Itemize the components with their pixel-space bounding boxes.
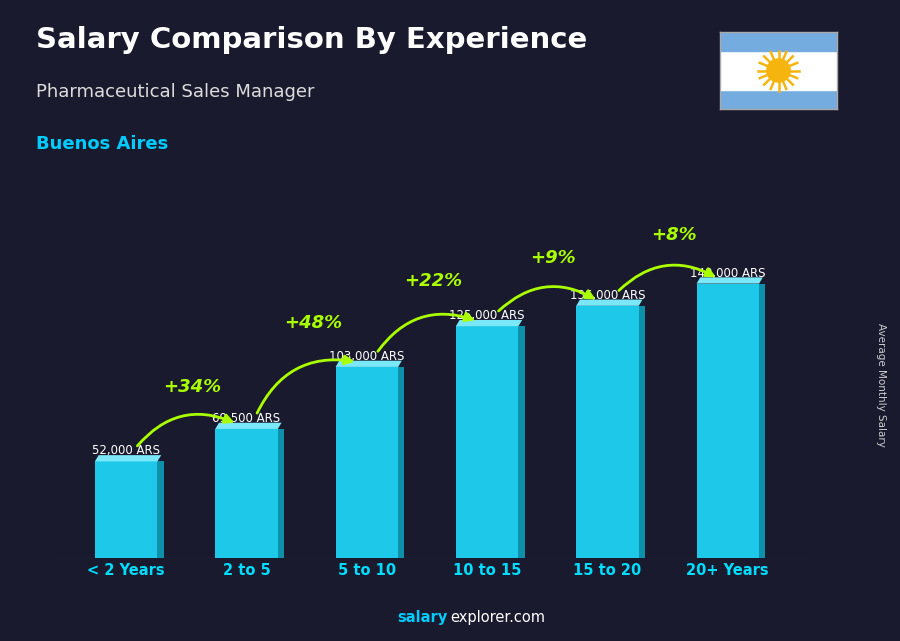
Text: Pharmaceutical Sales Manager: Pharmaceutical Sales Manager [36,83,314,101]
Text: 69,500 ARS: 69,500 ARS [212,412,281,425]
Polygon shape [94,455,161,462]
Bar [759,283,765,558]
Polygon shape [456,320,522,326]
Text: 103,000 ARS: 103,000 ARS [329,350,404,363]
Bar [720,32,837,51]
Bar [336,367,398,558]
Polygon shape [697,278,763,283]
Text: Buenos Aires: Buenos Aires [36,135,168,153]
Text: +48%: +48% [284,314,342,332]
Text: +22%: +22% [404,272,462,290]
FancyArrowPatch shape [499,287,593,311]
Text: +34%: +34% [163,378,221,395]
FancyArrowPatch shape [138,414,231,446]
FancyArrowPatch shape [619,265,713,290]
Bar [158,462,164,558]
Bar [576,306,639,558]
Bar [697,283,759,558]
Bar [398,367,404,558]
Text: +8%: +8% [651,226,697,244]
Polygon shape [215,422,282,429]
Bar [278,429,284,558]
Bar [94,462,158,558]
Text: +9%: +9% [530,249,576,267]
Bar [215,429,278,558]
Bar [456,326,518,558]
FancyArrowPatch shape [257,356,352,413]
Text: Average Monthly Salary: Average Monthly Salary [877,322,886,447]
Bar [720,90,837,109]
Polygon shape [336,361,402,367]
Bar [720,51,837,90]
Text: 148,000 ARS: 148,000 ARS [690,267,766,279]
Text: 136,000 ARS: 136,000 ARS [570,289,645,302]
Text: salary: salary [397,610,447,625]
Polygon shape [576,299,643,306]
Bar [639,306,645,558]
FancyArrowPatch shape [378,313,472,351]
Text: Salary Comparison By Experience: Salary Comparison By Experience [36,26,587,54]
Text: 125,000 ARS: 125,000 ARS [449,309,525,322]
Circle shape [767,59,790,82]
Text: explorer.com: explorer.com [450,610,545,625]
Text: 52,000 ARS: 52,000 ARS [92,444,160,458]
Bar [518,326,525,558]
